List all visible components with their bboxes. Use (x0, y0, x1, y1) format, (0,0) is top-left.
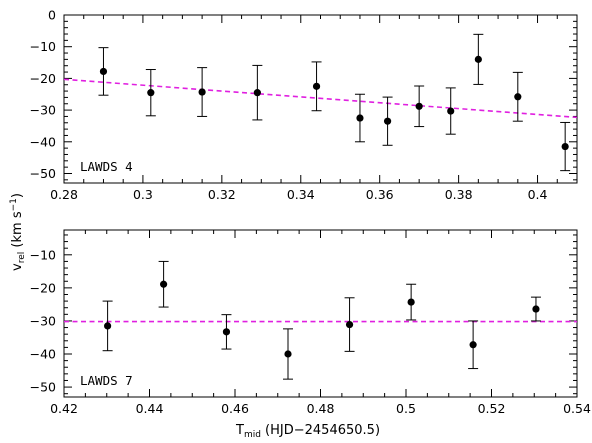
x-tick-label: 0.3 (133, 187, 153, 202)
y-tick-label: −30 (30, 313, 56, 328)
data-point (344, 297, 355, 352)
x-tick-label: 0.44 (136, 401, 164, 416)
x-tick-label: 0.38 (445, 187, 473, 202)
x-axis-label-unit: (HJD−2454650.5) (261, 423, 380, 438)
y-tick-label: −40 (30, 134, 56, 149)
point-marker (198, 88, 206, 96)
panel-label: LAWDS 7 (80, 373, 133, 388)
point-marker (160, 280, 168, 288)
y-tick-label: −50 (30, 380, 56, 395)
data-point (414, 85, 425, 128)
y-tick-label: −20 (30, 280, 56, 295)
data-point (560, 121, 571, 172)
x-axis-label-main: T (235, 423, 244, 438)
point-marker (99, 67, 108, 76)
data-point (197, 67, 208, 117)
point-marker (407, 298, 415, 306)
panel-lawds-4: 0.28 0.3 0.32 0.34 0.36 0.38 0.4 0 −10 −20 −30 −40 −… (30, 8, 578, 202)
data-point (530, 296, 541, 322)
point-marker (532, 305, 540, 313)
point-marker (469, 341, 477, 349)
panel-lawds-7: 0.42 0.44 0.46 0.48 0.5 0.52 0.54 −10 −20 −30 −40 −… (30, 229, 591, 416)
x-tick-label: 0.42 (50, 401, 78, 416)
x-tick-label: 0.46 (221, 401, 249, 416)
data-point (354, 93, 365, 143)
point-marker (356, 114, 364, 122)
y-tick-label: −10 (30, 247, 56, 262)
x-tick-label: 0.28 (50, 187, 78, 202)
point-marker (561, 142, 569, 151)
point-marker (104, 322, 112, 330)
data-point (311, 61, 322, 112)
y-tick-label: −40 (30, 347, 56, 362)
data-point (221, 314, 232, 350)
fit-line (63, 78, 578, 119)
y-axis-label: vrel (km s−1) (9, 193, 27, 271)
point-marker (415, 102, 423, 110)
x-tick-label: 0.5 (396, 401, 416, 416)
data-point (382, 96, 393, 146)
point-marker (147, 89, 155, 97)
x-tick-label: 0.4 (528, 187, 548, 202)
data-point (473, 33, 484, 85)
point-marker (253, 89, 261, 97)
data-point (145, 69, 156, 117)
data-point (283, 328, 294, 380)
point-marker (514, 93, 522, 101)
x-tick-label: 0.52 (478, 401, 506, 416)
data-point (98, 47, 109, 96)
data-point (468, 320, 479, 370)
y-tick-label: 0 (48, 8, 56, 23)
y-axis-label-close: ) (10, 193, 25, 198)
point-marker (312, 82, 321, 90)
point-marker (474, 55, 482, 63)
y-axis-label-main: v (10, 263, 25, 271)
data-point (252, 64, 263, 121)
data-point (512, 71, 523, 122)
y-axis-label-sub: rel (17, 252, 27, 264)
point-marker (345, 320, 354, 329)
data-point (445, 87, 456, 135)
x-axis-label-sub: mid (244, 430, 261, 440)
y-tick-label: −10 (30, 39, 56, 54)
y-tick-label: −50 (30, 166, 56, 181)
point-marker (284, 350, 292, 358)
x-tick-label: 0.54 (563, 401, 591, 416)
x-tick-label: 0.32 (208, 187, 236, 202)
data-point (158, 260, 169, 308)
x-tick-label: 0.34 (287, 187, 315, 202)
point-marker (447, 107, 455, 115)
x-axis-label: Tmid (HJD−2454650.5) (235, 423, 380, 440)
y-tick-label: −30 (30, 103, 56, 118)
y-tick-label: −20 (30, 71, 56, 86)
point-marker (222, 328, 231, 336)
y-axis-label-unit: (km s (10, 211, 25, 252)
plot-frame (63, 229, 578, 398)
point-marker (383, 117, 392, 125)
x-tick-label: 0.36 (366, 187, 394, 202)
y-axis-label-sup: −1 (9, 198, 19, 211)
data-point (102, 300, 113, 352)
x-tick-label: 0.48 (307, 401, 335, 416)
data-point (406, 283, 417, 321)
panel-label: LAWDS 4 (80, 159, 133, 174)
